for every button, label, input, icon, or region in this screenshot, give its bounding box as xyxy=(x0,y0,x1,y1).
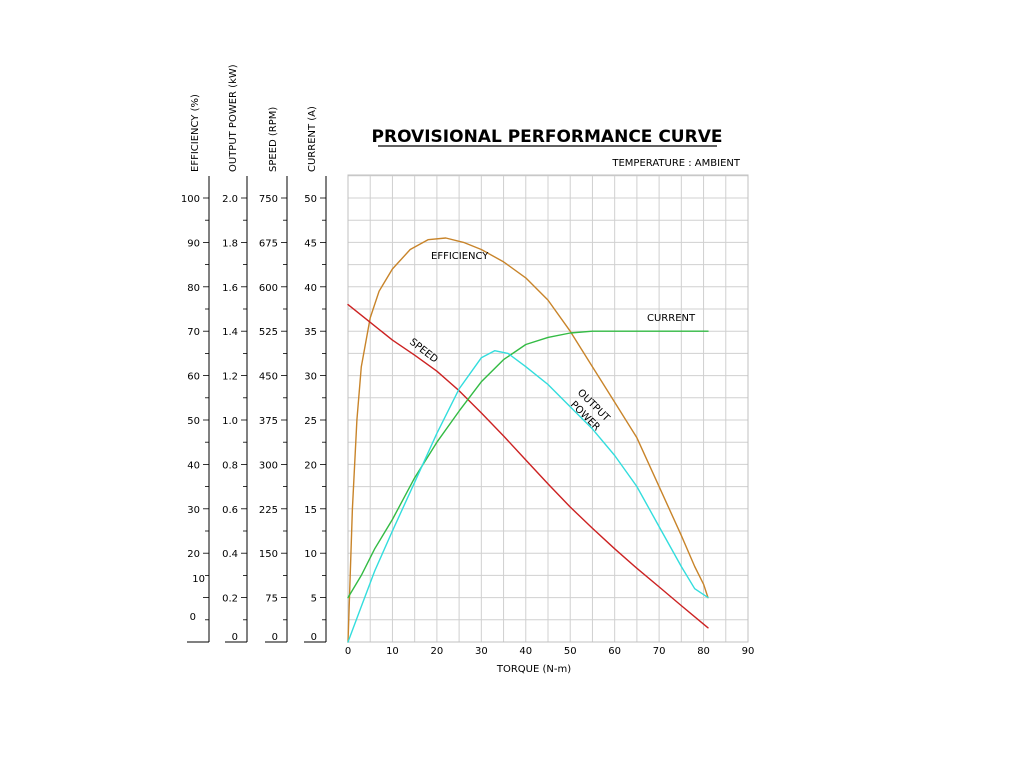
y-tick-label: 10 xyxy=(192,574,205,585)
y-tick-label: 0 xyxy=(272,632,278,643)
y-tick-label: 40 xyxy=(304,283,317,294)
y-tick-label: 5 xyxy=(311,594,317,605)
chart-title: PROVISIONAL PERFORMANCE CURVE xyxy=(372,127,723,147)
y-tick-label: 1.4 xyxy=(222,327,238,338)
y-tick-label: 45 xyxy=(304,238,317,249)
y-tick-label: 1.6 xyxy=(222,283,238,294)
y-tick-label: 0.2 xyxy=(222,594,238,605)
y-axis-title: SPEED (RPM) xyxy=(268,107,279,172)
x-tick-label: 80 xyxy=(697,646,710,657)
x-tick-label: 50 xyxy=(564,646,577,657)
y-tick-label: 0 xyxy=(311,632,317,643)
x-tick-label: 40 xyxy=(519,646,532,657)
x-tick-label: 20 xyxy=(431,646,444,657)
y-tick-label: 50 xyxy=(187,416,200,427)
y-tick-label: 15 xyxy=(304,505,317,516)
y-tick-label: 0 xyxy=(190,612,196,623)
annotation-current: CURRENT xyxy=(647,313,696,324)
y-tick-label: 20 xyxy=(187,549,200,560)
y-tick-label: 225 xyxy=(259,505,278,516)
x-axis: TORQUE (N-m) 0 10 20 30 40 50 60 70 80 90 xyxy=(345,646,755,675)
y-tick-label: 100 xyxy=(181,194,200,205)
y-tick-label: 20 xyxy=(304,460,317,471)
y-tick-label: 1.0 xyxy=(222,416,238,427)
y-tick-label: 75 xyxy=(265,594,278,605)
y-tick-label: 80 xyxy=(187,283,200,294)
y-axis-title: OUTPUT POWER (kW) xyxy=(228,64,239,172)
plot-grid xyxy=(347,174,749,643)
y-tick-label: 40 xyxy=(187,460,200,471)
y-tick-label: 1.2 xyxy=(222,372,238,383)
y-tick-label: 25 xyxy=(304,416,317,427)
y-tick-label: 150 xyxy=(259,549,278,560)
y-tick-label: 50 xyxy=(304,194,317,205)
x-tick-label: 10 xyxy=(386,646,399,657)
x-tick-label: 60 xyxy=(608,646,621,657)
y-axis-title: CURRENT (A) xyxy=(307,106,318,172)
y-tick-label: 300 xyxy=(259,460,278,471)
annotation-efficiency: EFFICIENCY xyxy=(431,251,489,262)
series-output-power xyxy=(347,350,709,643)
x-tick-label: 0 xyxy=(345,646,351,657)
plot-frame xyxy=(347,174,749,643)
y-tick-label: 0.4 xyxy=(222,549,238,560)
y-tick-label: 30 xyxy=(187,505,200,516)
y-tick-label: 450 xyxy=(259,372,278,383)
y-tick-label: 675 xyxy=(259,238,278,249)
y-tick-label: 60 xyxy=(187,372,200,383)
y-tick-label: 375 xyxy=(259,416,278,427)
series-current xyxy=(347,330,709,599)
x-tick-label: 90 xyxy=(742,646,755,657)
y-tick-label: 10 xyxy=(304,549,317,560)
series-layer xyxy=(347,237,709,643)
y-tick-label: 70 xyxy=(187,327,200,338)
y-tick-label: 600 xyxy=(259,283,278,294)
y-tick-label: 35 xyxy=(304,327,317,338)
output-power-axis: 2.0 1.8 1.6 1.4 1.2 1.0 0.8 0.6 0.4 0.2 0 OUTPUT PO… xyxy=(222,64,248,643)
y-axis-title: EFFICIENCY (%) xyxy=(190,94,201,172)
x-tick-label: 30 xyxy=(475,646,488,657)
y-tick-label: 2.0 xyxy=(222,194,238,205)
x-tick-label: 70 xyxy=(653,646,666,657)
y-tick-label: 0.8 xyxy=(222,460,238,471)
y-tick-label: 750 xyxy=(259,194,278,205)
y-tick-label: 30 xyxy=(304,372,317,383)
series-efficiency xyxy=(347,237,709,643)
chart-subtitle: TEMPERATURE : AMBIENT xyxy=(611,158,741,169)
y-tick-label: 1.8 xyxy=(222,238,238,249)
series-speed xyxy=(347,303,709,629)
y-tick-label: 525 xyxy=(259,327,278,338)
x-axis-label: TORQUE (N-m) xyxy=(496,664,571,675)
y-tick-label: 0.6 xyxy=(222,505,238,516)
y-tick-label: 90 xyxy=(187,238,200,249)
y-tick-label: 0 xyxy=(232,632,238,643)
